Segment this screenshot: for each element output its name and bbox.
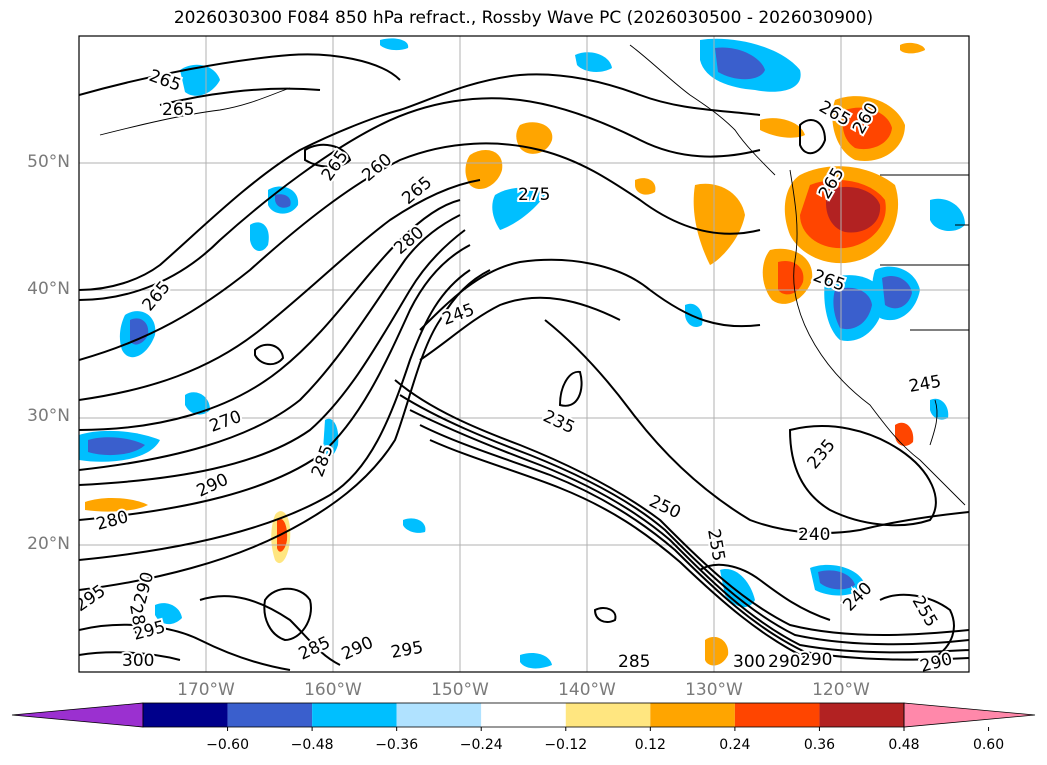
contour-label: 240	[798, 525, 830, 545]
contour-label: 245	[907, 372, 942, 397]
anomaly-positive	[465, 150, 503, 190]
anomaly-negative	[130, 318, 149, 345]
anomaly-positive	[895, 422, 914, 446]
anomaly-negative	[575, 52, 612, 72]
colorbar-swatch	[312, 703, 397, 727]
contour-label: 290	[768, 652, 800, 672]
contour-label: 295	[389, 638, 424, 663]
contour-label: 300	[122, 651, 154, 671]
anomaly-positive	[705, 636, 729, 666]
colorbar-swatch	[396, 703, 482, 727]
anomaly-positive	[778, 260, 804, 295]
anomaly-negative	[275, 194, 291, 208]
colorbar-swatch	[143, 703, 228, 727]
anomaly-negative	[930, 398, 949, 420]
anomaly-negative	[882, 275, 912, 309]
anomaly-positive	[825, 186, 881, 233]
anomaly-negative	[403, 518, 426, 533]
anomaly-positive	[900, 42, 925, 54]
lat-label: 40°N	[27, 279, 70, 299]
lon-label: 140°W	[558, 680, 616, 700]
coastlines	[99, 44, 969, 506]
lon-label: 170°W	[177, 680, 235, 700]
colorbar-tick-label: 0.24	[719, 737, 751, 753]
colorbar-tick-label: −0.36	[375, 737, 419, 753]
anomaly-positive	[85, 498, 148, 512]
anomaly-negative	[380, 38, 409, 51]
contour-label: 265	[139, 277, 175, 315]
shaded-anomalies	[79, 38, 965, 669]
colorbar-tick-label: 0.60	[972, 737, 1005, 753]
contour-label: 275	[518, 185, 550, 205]
lon-label: 130°W	[685, 680, 743, 700]
anomaly-negative	[250, 222, 269, 252]
anomaly-negative	[88, 437, 145, 456]
contour-label: 290	[131, 570, 159, 607]
lat-label: 50°N	[27, 152, 70, 172]
contour-label: 255	[908, 593, 942, 631]
chart-title: 2026030300 F084 850 hPa refract., Rossby…	[173, 8, 874, 28]
colorbar-swatch	[819, 703, 904, 727]
contour-label: 290	[800, 650, 832, 670]
contour-label: 255	[703, 527, 728, 562]
anomaly-negative	[818, 570, 855, 590]
colorbar-extend-low	[11, 702, 144, 728]
contour-label: 270	[207, 407, 244, 437]
contour-label: 265	[810, 266, 847, 296]
colorbar-tick-label: 0.12	[634, 737, 666, 753]
anomaly-negative	[492, 187, 545, 230]
contour-label: 265	[162, 100, 194, 120]
contour-label: 290	[918, 649, 955, 677]
anomaly-negative	[520, 653, 552, 669]
contour-label: 290	[339, 633, 377, 665]
anomaly-positive	[693, 183, 745, 265]
anomaly-positive	[760, 118, 805, 138]
colorbar-tick-label: −0.60	[206, 737, 249, 753]
anomaly-negative	[185, 392, 210, 415]
colorbar-tick-label: −0.24	[459, 737, 503, 753]
contour-label: 235	[804, 435, 840, 473]
colorbar	[11, 702, 1036, 731]
contour-label: 280	[390, 223, 428, 259]
lat-label: 20°N	[27, 534, 70, 554]
contour-label: 265	[318, 147, 353, 185]
anomaly-negative	[833, 287, 872, 330]
colorbar-swatch	[481, 703, 566, 727]
colorbar-tick-label: −0.48	[290, 737, 334, 753]
lat-label: 30°N	[27, 406, 70, 426]
colorbar-swatch	[734, 703, 820, 727]
lon-label: 120°W	[812, 680, 870, 700]
colorbar-swatch	[227, 703, 313, 727]
anomaly-negative	[930, 198, 965, 232]
colorbar-swatch	[650, 703, 735, 727]
lon-label: 160°W	[304, 680, 362, 700]
anomaly-positive	[635, 178, 656, 195]
colorbar-tick-label: 0.36	[803, 737, 836, 753]
graticule	[79, 36, 969, 672]
anomaly-positive	[842, 107, 892, 150]
anomaly-positive	[277, 518, 288, 552]
colorbar-swatch	[565, 703, 651, 727]
plot-frame	[78, 35, 970, 673]
anomaly-negative	[155, 603, 182, 625]
contour-label: 300	[733, 652, 765, 672]
contour-label: 285	[296, 633, 334, 665]
contour-lines	[79, 53, 969, 671]
anomaly-negative	[715, 47, 765, 80]
colorbar-tick-label: −0.12	[544, 737, 588, 753]
contour-label: 285	[618, 652, 650, 672]
colorbar-extend-high	[903, 702, 1036, 728]
contour-label: 235	[540, 406, 578, 438]
lon-label: 150°W	[431, 680, 489, 700]
anomaly-negative	[180, 64, 220, 96]
contour-label: 265	[146, 66, 183, 96]
colorbar-tick-label: 0.48	[888, 737, 920, 753]
contour-label: 265	[398, 173, 436, 209]
